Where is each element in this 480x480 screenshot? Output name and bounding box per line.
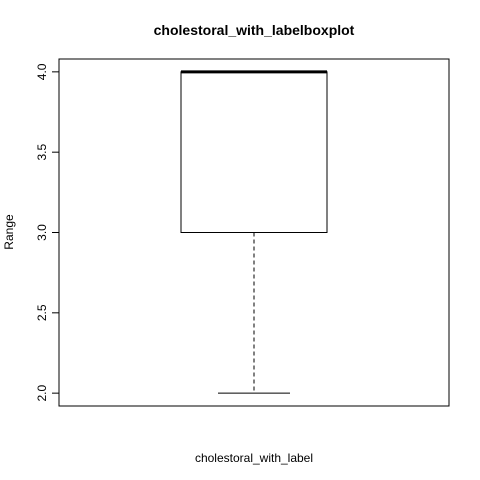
y-axis-label: Range bbox=[2, 214, 16, 250]
box bbox=[180, 71, 328, 233]
box-plot bbox=[180, 70, 328, 394]
x-axis-label: cholestoral_with_label bbox=[195, 451, 313, 465]
y-tick-label: 3.5 bbox=[35, 144, 49, 161]
chart-title: cholestoral_with_labelboxplot bbox=[154, 22, 355, 38]
y-tick-label: 2.5 bbox=[35, 304, 49, 321]
y-axis: 2.0 2.5 3.0 3.5 4.0 bbox=[35, 63, 60, 401]
y-tick-label: 3.0 bbox=[35, 224, 49, 241]
y-tick-label: 2.0 bbox=[35, 384, 49, 401]
y-tick-label: 4.0 bbox=[35, 63, 49, 80]
